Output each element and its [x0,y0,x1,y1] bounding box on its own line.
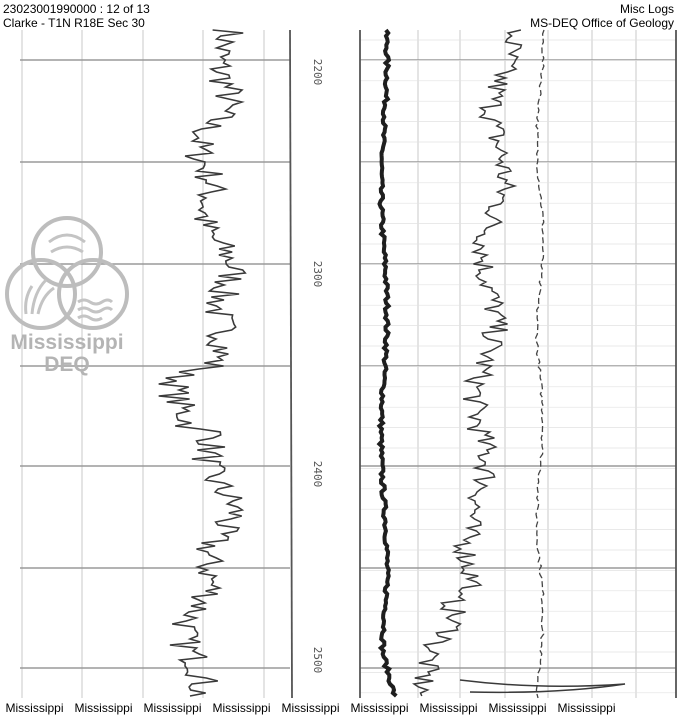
log-curve-track2-resistivity [411,29,523,697]
watermark-line-1: Mississippi [10,331,124,354]
footer-text: Mississippi [5,701,64,715]
footer-text: Mississippi [350,701,409,715]
footer-text: Mississippi [281,701,340,715]
log-curve-track1 [158,29,247,697]
watermark-line-2: DEQ [44,353,90,376]
well-location: Clarke - T1N R18E Sec 30 [3,16,145,30]
log-curve-bottom-kick [459,679,626,694]
footer-text: Mississippi [488,701,547,715]
log-curve-track2-dashed [534,29,545,699]
log-curve-track2-heavy [376,28,398,698]
footer-text: Mississippi [212,701,271,715]
mdeq-logo-icon [5,216,129,330]
footer-text: Mississippi [557,701,616,715]
depth-label: 2200 [311,59,324,86]
footer-text: Mississippi [74,701,133,715]
office-name: MS-DEQ Office of Geology [530,16,674,30]
well-id: 23023001990000 : 12 of 13 [3,2,150,16]
track-border [289,29,293,699]
log-grid [20,30,676,698]
depth-label: 2400 [311,461,324,488]
track-borders [289,29,677,699]
log-type: Misc Logs [619,2,674,16]
mdeq-watermark: Mississippi DEQ [4,210,130,380]
log-traces [158,28,626,699]
footer-text: Mississippi [419,701,478,715]
footer-text: Mississippi [143,701,202,715]
depth-label: 2500 [311,647,324,674]
depth-label: 2300 [311,261,324,288]
depth-labels: 2200 2300 2400 2500 [311,59,324,674]
footer-strip: Mississippi Mississippi Mississippi Mississ… [0,701,678,715]
